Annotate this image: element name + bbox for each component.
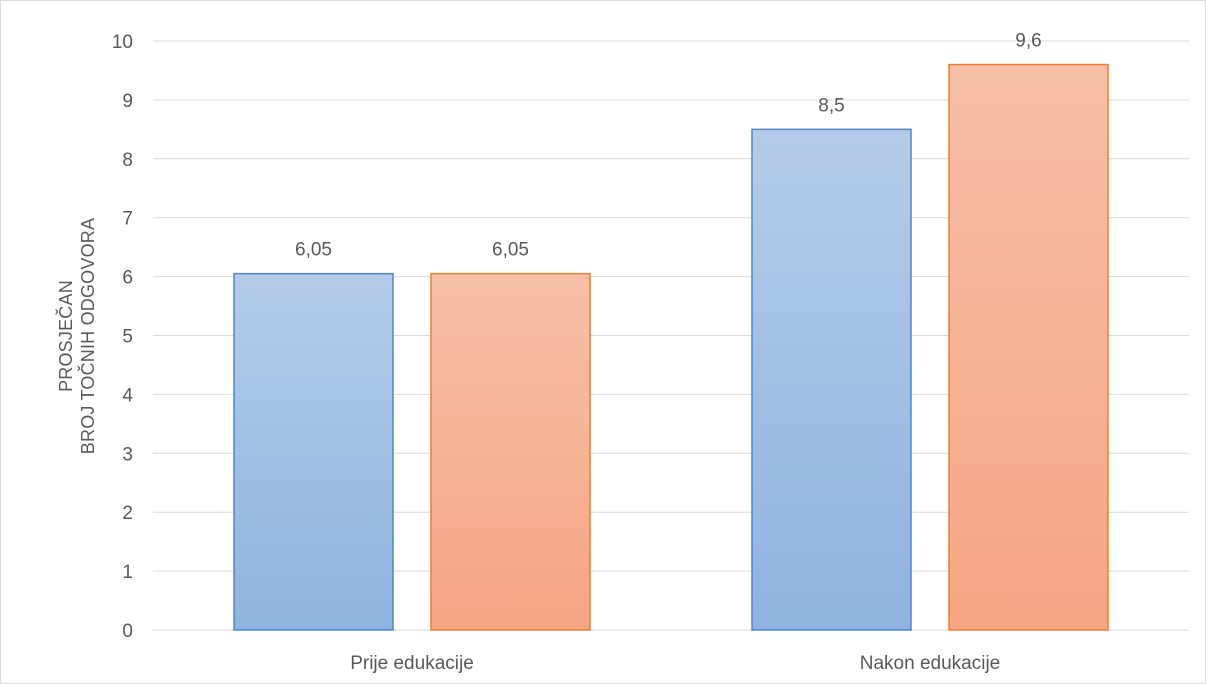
y-tick-label: 9 [122, 91, 133, 112]
y-axis-ticks: 0 1 2 3 4 5 6 7 8 9 10 [112, 32, 134, 642]
y-tick-label: 3 [122, 444, 133, 465]
x-axis-categories: Prije edukacije Nakon edukacije [350, 653, 1000, 674]
y-axis-title-line: PROSJEČAN [55, 280, 76, 392]
bar [233, 272, 394, 631]
bars [233, 63, 1109, 631]
bar [751, 128, 912, 631]
data-label: 6,05 [295, 240, 332, 261]
data-labels: 6,05 6,05 8,5 9,6 [295, 31, 1042, 261]
y-tick-label: 0 [122, 621, 133, 642]
bar [948, 63, 1109, 631]
y-tick-label: 1 [122, 562, 133, 583]
y-tick-label: 4 [122, 385, 133, 406]
data-label: 6,05 [492, 240, 529, 261]
y-tick-label: 10 [112, 32, 133, 53]
y-tick-label: 7 [122, 209, 133, 230]
data-label: 9,6 [1015, 31, 1041, 52]
y-tick-label: 5 [122, 327, 133, 348]
y-axis-title: PROSJEČAN BROJ TOČNIH ODGOVORA [55, 218, 98, 454]
y-tick-label: 8 [122, 150, 133, 171]
y-tick-label: 2 [122, 503, 133, 524]
y-axis-title-line: BROJ TOČNIH ODGOVORA [77, 218, 98, 454]
x-category-label: Nakon edukacije [860, 653, 1000, 674]
bar [430, 272, 591, 631]
y-tick-label: 6 [122, 268, 133, 289]
data-label: 8,5 [818, 95, 844, 116]
x-category-label: Prije edukacije [350, 653, 474, 674]
